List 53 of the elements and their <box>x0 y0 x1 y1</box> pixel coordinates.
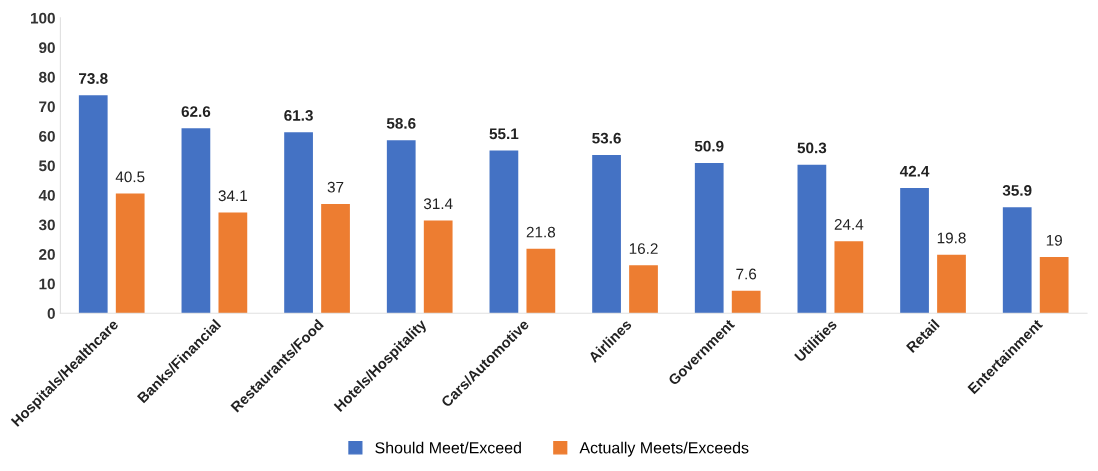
data-label: 21.8 <box>526 226 556 238</box>
bar <box>321 203 350 314</box>
bar <box>386 140 416 314</box>
y-tick-label: 70 <box>39 101 55 113</box>
y-tick-label: 0 <box>47 308 55 319</box>
data-label: 35.9 <box>1002 185 1032 196</box>
legend-label: Actually Meets/Exceeds <box>579 441 749 457</box>
data-label: 34.1 <box>218 190 247 202</box>
data-label: 55.1 <box>489 128 519 140</box>
bar <box>797 164 827 314</box>
bar <box>731 290 761 314</box>
y-tick-label: 60 <box>39 130 55 142</box>
bar <box>834 241 864 314</box>
data-label: 40.5 <box>115 171 145 183</box>
data-label: 7.6 <box>736 268 757 280</box>
data-label: 31.4 <box>423 198 453 210</box>
bar <box>629 265 658 314</box>
bar <box>937 254 966 314</box>
data-label: 50.9 <box>694 140 724 152</box>
bar <box>284 132 313 314</box>
data-label: 73.8 <box>79 73 108 84</box>
y-tick-label: 50 <box>39 160 55 172</box>
bar <box>526 248 556 314</box>
bar <box>181 128 211 314</box>
bar <box>592 154 621 314</box>
data-label: 37 <box>327 181 344 193</box>
data-label: 42.4 <box>899 165 930 177</box>
bar <box>900 188 929 314</box>
data-label: 62.6 <box>181 106 211 117</box>
data-label: 16.2 <box>629 243 658 255</box>
data-label: 50.3 <box>797 142 827 154</box>
data-label: 19.8 <box>937 232 966 244</box>
y-tick-label: 80 <box>39 71 55 83</box>
y-tick-label: 10 <box>39 278 55 290</box>
data-label: 53.6 <box>592 132 621 144</box>
bar <box>115 193 145 314</box>
y-tick-label: 20 <box>39 249 55 260</box>
legend-label: Should Meet/Exceed <box>375 441 521 454</box>
bar <box>423 220 453 314</box>
data-label: 19 <box>1046 234 1062 246</box>
bar <box>218 212 248 314</box>
bar <box>694 162 724 314</box>
bar <box>489 150 519 314</box>
y-tick-label: 90 <box>39 42 55 54</box>
data-label: 61.3 <box>284 110 313 121</box>
bar <box>1002 207 1032 314</box>
y-tick-label: 40 <box>38 189 55 201</box>
y-tick-label: 100 <box>31 12 55 24</box>
bar <box>78 95 108 314</box>
data-label: 24.4 <box>834 218 864 230</box>
bar <box>1039 257 1069 314</box>
data-label: 58.6 <box>386 117 416 129</box>
y-tick-label: 30 <box>38 219 55 231</box>
